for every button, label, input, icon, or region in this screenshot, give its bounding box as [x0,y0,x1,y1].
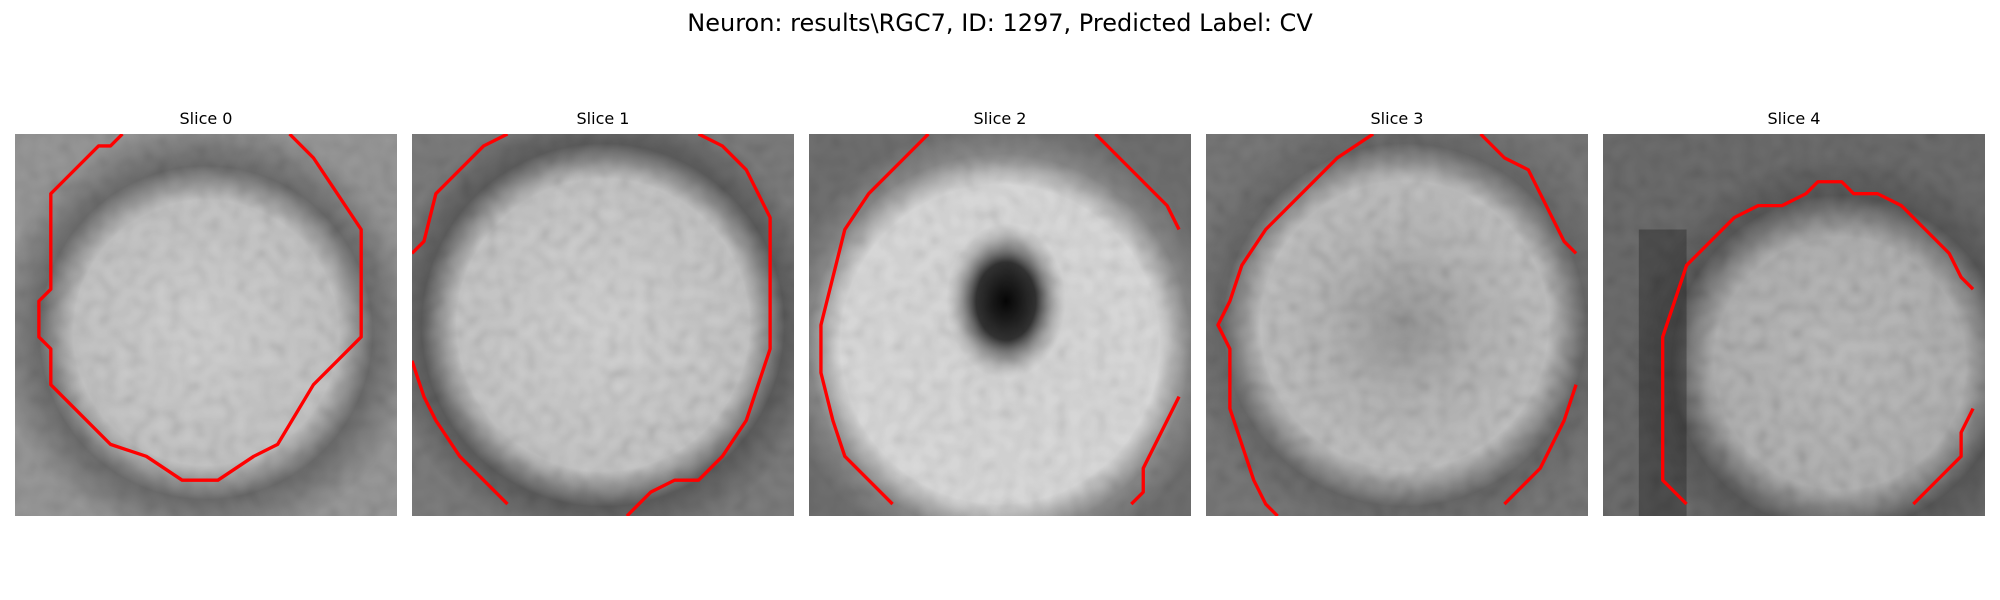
contour-line [37,134,363,482]
contour-line-left [819,134,930,506]
contour-line-upper-right [1094,134,1181,231]
contour-line-lower-left [412,360,509,506]
contour-line [1661,180,1975,506]
slice-image-0 [15,134,397,516]
slice-image-2 [809,134,1191,516]
slice-title-3: Slice 3 [1370,109,1424,128]
slice-title-2: Slice 2 [973,109,1027,128]
contour-line-lower-right [1912,407,1975,506]
contour-line-upper-right [1479,134,1578,255]
slice-image-3 [1206,134,1588,516]
slice-image-1 [412,134,794,516]
contour-line-lower-right [1130,395,1181,506]
slice-title-4: Slice 4 [1767,109,1821,128]
slice-image-4 [1603,134,1985,516]
contour-line-left [1216,134,1375,516]
slice-title-1: Slice 1 [576,109,630,128]
contour-line-right [625,134,772,516]
figure-title: Neuron: results\RGC7, ID: 1297, Predicte… [687,9,1313,37]
slice-title-0: Slice 0 [179,109,233,128]
contour-line-lower-right [1503,384,1578,506]
contour-line-upper-left [412,134,509,255]
